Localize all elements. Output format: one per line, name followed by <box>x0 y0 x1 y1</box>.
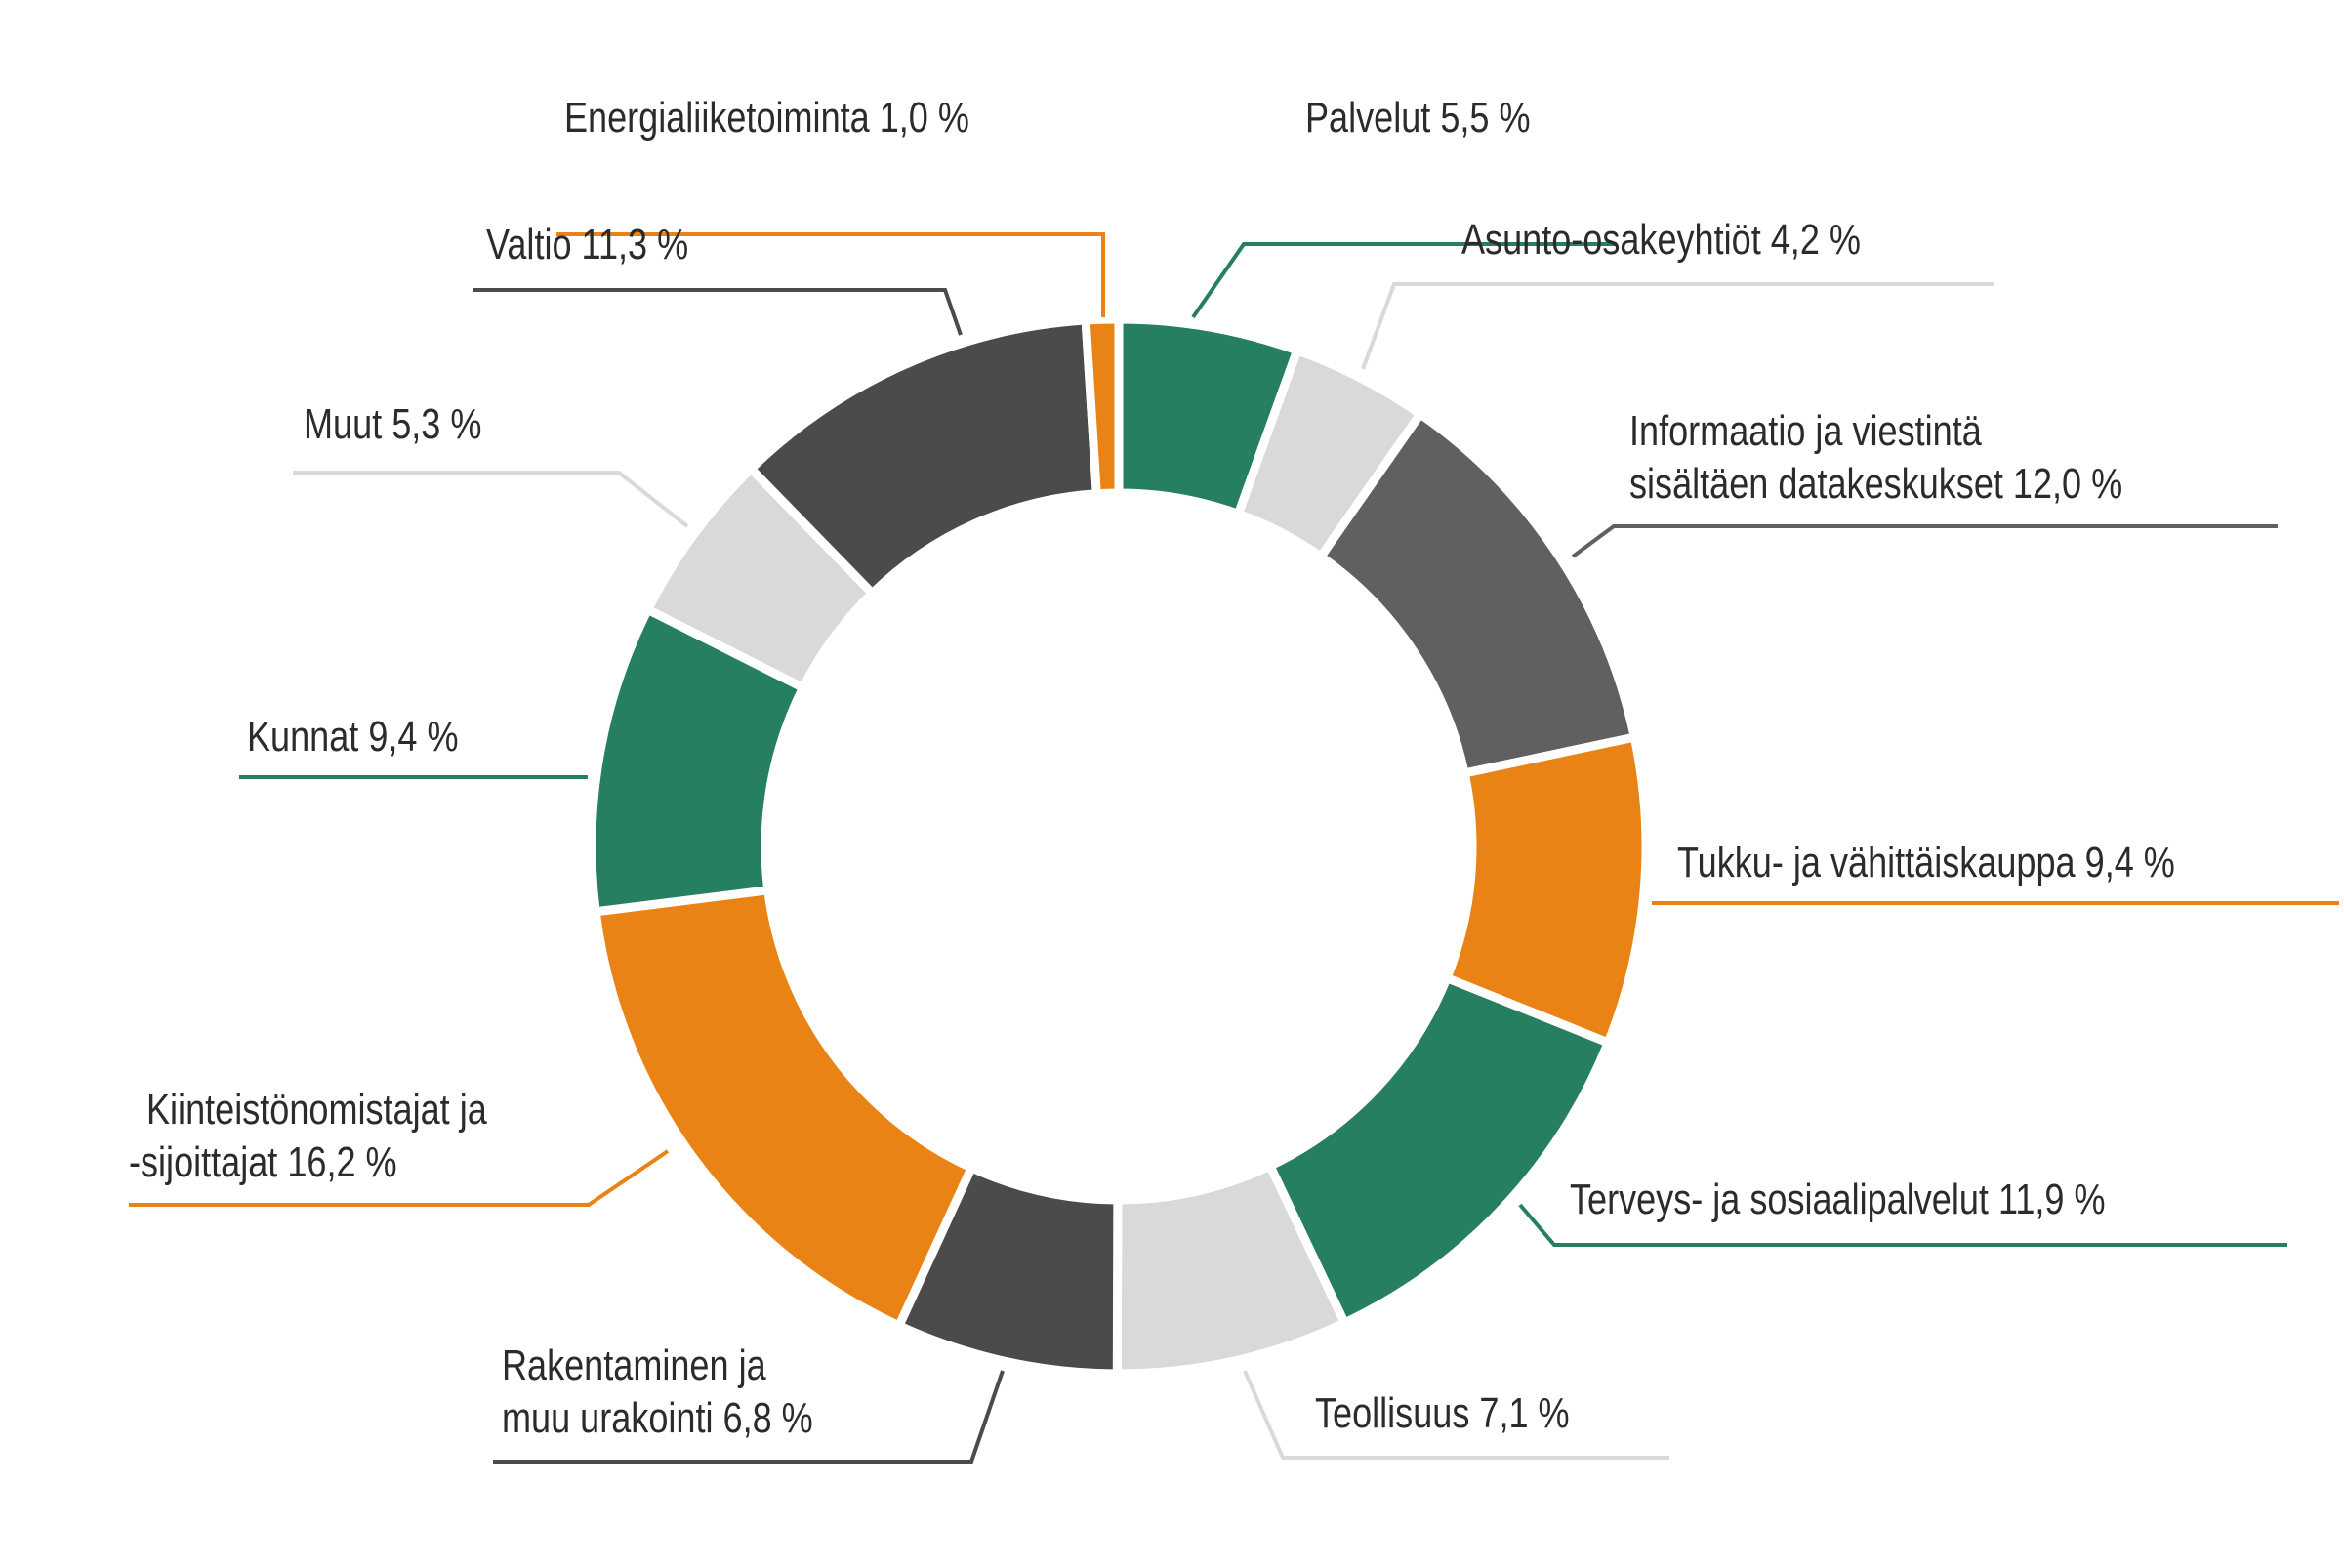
data-label-line: Asunto-osakeyhtiöt 4,2 % <box>1461 216 1861 264</box>
data-label-valtio: Valtio 11,3 % <box>486 221 688 268</box>
data-label-energialiiketoiminta: Energialiiketoiminta 1,0 % <box>564 94 969 142</box>
data-label-line: muu urakointi 6,8 % <box>502 1394 813 1442</box>
leader-line-terveys-ja-sosiaalipalvelut <box>1518 1203 2287 1247</box>
slice-energialiiketoiminta <box>1081 314 1124 499</box>
data-label-teollisuus: Teollisuus 7,1 % <box>1315 1389 1570 1437</box>
data-label-informaatio-ja-viestinta-sisaltaen-datakeskukset: Informaatio ja viestintä sisältäen datake… <box>1629 407 2122 508</box>
data-label-terveys-ja-sosiaalipalvelut: Terveys- ja sosiaalipalvelut 11,9 % <box>1570 1176 2106 1223</box>
data-label-muut: Muut 5,3 % <box>304 400 481 448</box>
data-label-rakentaminen-ja-muu-urakointi: Rakentaminen ja muu urakointi 6,8 % <box>502 1341 813 1442</box>
slices-layer <box>587 314 1651 1379</box>
leader-line-teollisuus <box>1243 1370 1669 1460</box>
data-label-line: Rakentaminen ja <box>502 1341 766 1389</box>
data-label-line: Energialiiketoiminta 1,0 % <box>564 94 969 142</box>
leader-lines-layer <box>129 232 2339 1464</box>
data-label-line: -sijoittajat 16,2 % <box>129 1138 397 1186</box>
data-label-line: Valtio 11,3 % <box>486 221 688 268</box>
data-label-line: Kiinteistönomistajat ja <box>146 1086 487 1134</box>
leader-line-asunto-osakeyhtiot <box>1361 282 1994 370</box>
data-label-line: Informaatio ja viestintä <box>1629 407 1982 455</box>
leader-line-rakentaminen-ja-muu-urakointi <box>493 1370 1005 1464</box>
data-label-asunto-osakeyhtiot: Asunto-osakeyhtiöt 4,2 % <box>1461 216 1861 264</box>
data-label-line: Kunnat 9,4 % <box>247 713 459 761</box>
data-label-line: Terveys- ja sosiaalipalvelut 11,9 % <box>1570 1176 2106 1223</box>
data-label-palvelut: Palvelut 5,5 % <box>1305 94 1531 142</box>
data-label-line: Palvelut 5,5 % <box>1305 94 1531 142</box>
labels-layer: Palvelut 5,5 % Asunto-osakeyhtiöt 4,2 % In… <box>129 94 2175 1442</box>
data-label-line: Muut 5,3 % <box>304 400 481 448</box>
data-label-line: Teollisuus 7,1 % <box>1315 1389 1570 1437</box>
leader-line-informaatio-ja-viestinta-sisaltaen-datakeskukset <box>1571 524 2278 558</box>
leader-line-energialiiketoiminta <box>556 232 1105 317</box>
leader-line-muut <box>293 471 689 528</box>
slice-kiinteistonomistajat-ja-sijoittajat <box>591 885 978 1332</box>
data-label-kunnat: Kunnat 9,4 % <box>247 713 459 761</box>
data-label-tukku-ja-vahittaiskauppa: Tukku- ja vähittäiskauppa 9,4 % <box>1677 839 2175 887</box>
leader-line-palvelut <box>1191 242 1616 319</box>
leader-line-valtio <box>473 288 963 336</box>
data-label-line: Tukku- ja vähittäiskauppa 9,4 % <box>1677 839 2175 887</box>
leader-line-kiinteistonomistajat-ja-sijoittajat <box>129 1149 670 1207</box>
data-label-line: sisältäen datakeskukset 12,0 % <box>1629 460 2122 508</box>
data-label-kiinteistonomistajat-ja-sijoittajat: Kiinteistönomistajat ja-sijoittajat 16,2… <box>129 1086 487 1186</box>
